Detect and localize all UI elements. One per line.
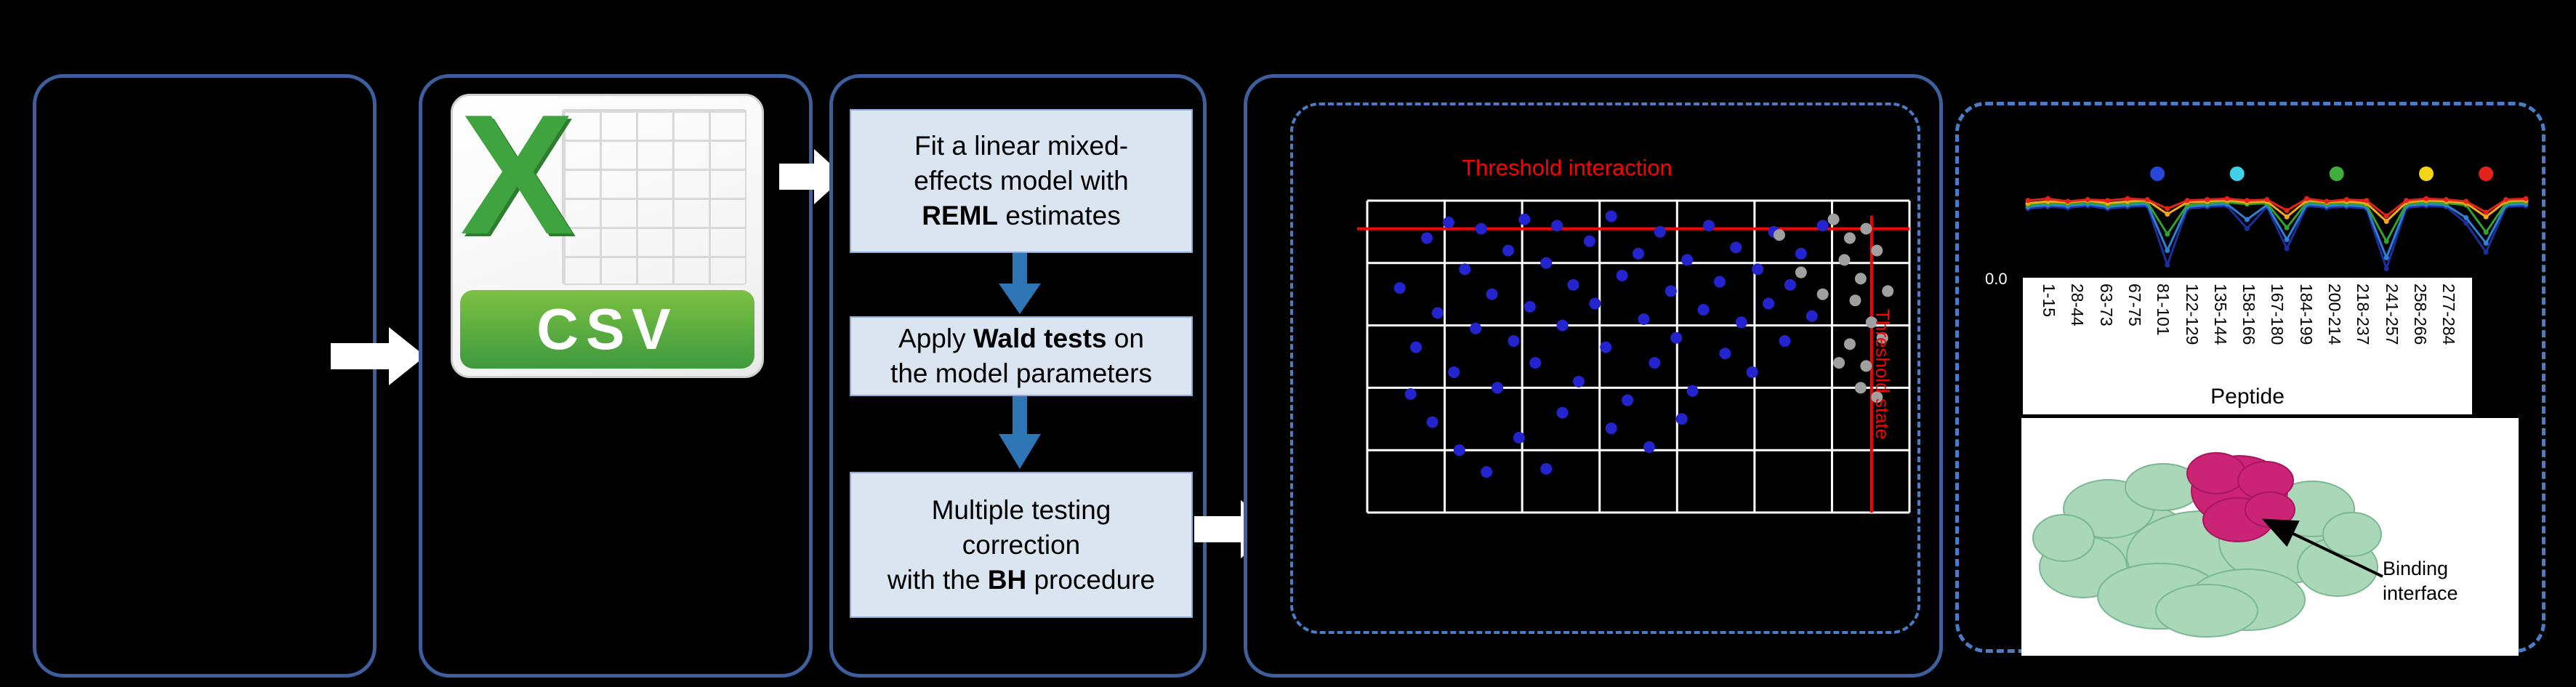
- protein-surface-icon: [2032, 452, 2383, 638]
- binding-interface-arrow: [2261, 518, 2383, 578]
- step-text-line: REML estimates: [922, 201, 1121, 230]
- step-text-line: effects model with: [914, 166, 1129, 196]
- binding-site-patch: [2186, 452, 2295, 542]
- panel-csv-input: X CSV: [419, 74, 813, 678]
- binding-interface-label: Binding interface: [2383, 558, 2458, 604]
- step-arrow-1: [999, 253, 1041, 314]
- panel-results-plot: Threshold interaction Threshold state: [1244, 74, 1943, 678]
- step-wald-tests: Apply Wald tests on the model parameters: [850, 316, 1193, 396]
- pvalue-scatter-plot: [1357, 199, 1911, 514]
- peptide-tick-label: 67-75: [2125, 284, 2144, 326]
- peptide-tick-label: 277-284: [2439, 284, 2459, 345]
- flow-arrow-1: [331, 327, 425, 385]
- panel-raw-data: [33, 74, 377, 678]
- peptide-tick-label: 241-257: [2382, 284, 2402, 345]
- step-fit-model: Fit a linear mixed- effects model with R…: [850, 109, 1193, 253]
- peptide-tick-label: 167-180: [2268, 284, 2287, 345]
- peptide-tick-label: 218-237: [2354, 284, 2373, 345]
- excel-x-logo-icon: X: [460, 79, 574, 270]
- step-text-line: with the BH procedure: [887, 564, 1156, 595]
- panel-interpretation: 0.0 1-15 28-44 63-73 67-75 81-101 122-129 135-…: [1955, 102, 2545, 656]
- threshold-interaction-label: Threshold interaction: [1462, 155, 1673, 180]
- peptide-axis: 1-15 28-44 63-73 67-75 81-101 122-129 135-144 1…: [2023, 278, 2472, 414]
- step-arrow-2: [999, 396, 1041, 469]
- peptide-tick-label: 258-266: [2410, 284, 2430, 345]
- protein-structure-figure: Binding interface: [2021, 418, 2519, 656]
- results-dashed-frame: [1290, 103, 1920, 634]
- peptide-tick-label: 1-15: [2040, 284, 2058, 318]
- csv-file-icon: X CSV: [451, 79, 764, 378]
- threshold-state-label: Threshold state: [1872, 309, 1893, 440]
- step-text-line: Fit a linear mixed-: [914, 131, 1129, 161]
- csv-banner-label: CSV: [460, 290, 754, 369]
- deuteration-line-chart: [2025, 196, 2529, 271]
- peptide-tick-label: 28-44: [2068, 284, 2088, 326]
- spreadsheet-grid-icon: [562, 109, 746, 285]
- step-text-line: correction: [962, 529, 1081, 560]
- step-text-line: Apply Wald tests on: [898, 324, 1144, 353]
- timepoint-legend-dots: [2150, 166, 2494, 181]
- peptide-tick-label: 200-214: [2325, 284, 2344, 345]
- y-axis-tick-label: 0.0: [1985, 270, 2008, 288]
- peptide-tick-label: 135-144: [2210, 284, 2230, 345]
- peptide-tick-label: 158-166: [2239, 284, 2259, 345]
- step-text-line: Multiple testing: [931, 494, 1111, 525]
- peptide-tick-label: 81-101: [2154, 284, 2173, 336]
- step-text-line: the model parameters: [890, 358, 1152, 388]
- panel-statistical-model: Fit a linear mixed- effects model with R…: [829, 74, 1207, 678]
- peptide-tick-label: 63-73: [2096, 284, 2116, 326]
- peptide-tick-label: 184-199: [2296, 284, 2316, 345]
- step-bh-correction: Multiple testing correction with the BH …: [850, 472, 1193, 618]
- x-axis-label: Peptide: [2210, 385, 2285, 409]
- flow-arrow-2: [779, 149, 845, 204]
- peptide-tick-label: 122-129: [2182, 284, 2202, 345]
